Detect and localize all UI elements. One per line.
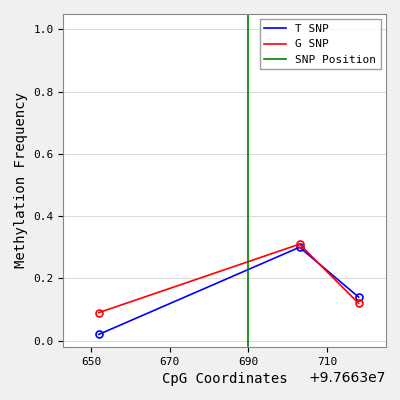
X-axis label: CpG Coordinates: CpG Coordinates: [162, 372, 288, 386]
Y-axis label: Methylation Frequency: Methylation Frequency: [14, 92, 28, 268]
Legend: T SNP, G SNP, SNP Position: T SNP, G SNP, SNP Position: [260, 20, 380, 70]
